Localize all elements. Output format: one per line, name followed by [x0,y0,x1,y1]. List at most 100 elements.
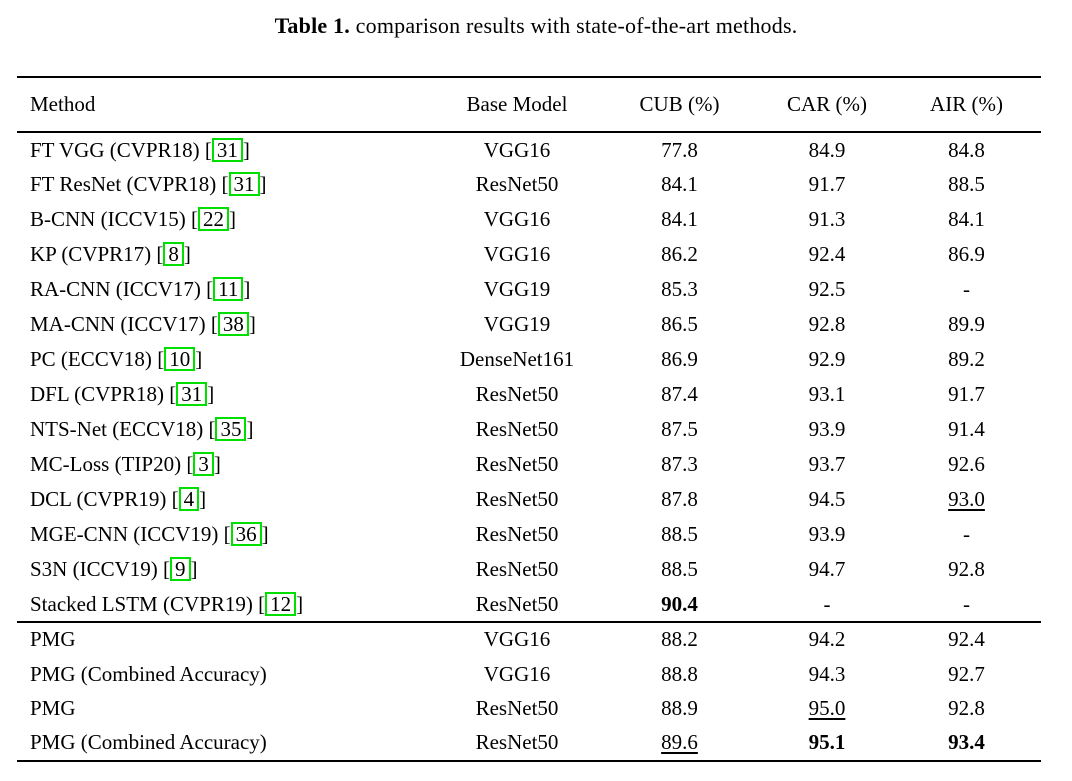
method-cell: S3N (ICCV19) [9] [30,557,198,581]
base-cell: ResNet50 [475,382,559,406]
header-car: CAR (%) [762,77,892,133]
header-row: Method Base Model CUB (%) CAR (%) AIR (%… [17,77,1041,133]
cub-cell: 77.8 [661,137,698,162]
car-cell: 92.4 [808,242,846,266]
air-cell: 92.7 [948,661,985,686]
base-cell: VGG16 [483,137,551,162]
cub-cell: 88.9 [661,696,698,721]
car-cell: 94.3 [808,661,846,686]
header-base-model: Base Model [437,77,597,133]
cub-cell: 88.8 [661,661,698,686]
method-cell: NTS-Net (ECCV18) [35] [30,417,254,441]
air-cell: 88.5 [948,172,985,196]
citation-link[interactable]: 10 [164,347,196,371]
air-cell: - [963,591,970,616]
car-cell: 84.9 [808,137,846,162]
table-row: S3N (ICCV19) [9] ResNet50 88.5 94.7 92.8 [17,552,1041,587]
method-cell: MGE-CNN (ICCV19) [36] [30,522,269,546]
table-caption: Table 1. comparison results with state-o… [0,13,1072,39]
base-cell: VGG16 [483,661,551,686]
header-cub: CUB (%) [597,77,762,133]
table-row: NTS-Net (ECCV18) [35] ResNet50 87.5 93.9 91.… [17,412,1041,447]
citation-link[interactable]: 38 [217,312,249,336]
base-cell: ResNet50 [475,172,559,196]
pmg-rows: PMG VGG16 88.2 94.2 92.4 PMG (Combined Accura… [17,621,1041,761]
method-cell: PMG (Combined Accuracy) [30,661,267,686]
method-cell: FT VGG (CVPR18) [31] [30,137,250,162]
citation-link[interactable]: 4 [178,487,200,511]
car-cell: 94.5 [808,487,846,511]
cub-cell: 84.1 [661,207,698,231]
air-cell: - [963,522,970,546]
cub-cell: 84.1 [661,172,698,196]
citation-link[interactable]: 31 [228,172,260,196]
cub-cell: 88.5 [661,522,698,546]
table-row: PMG VGG16 88.2 94.2 92.4 [17,621,1041,657]
table-row: RA-CNN (ICCV17) [11] VGG19 85.3 92.5 - [17,272,1041,307]
citation-link[interactable]: 35 [215,417,247,441]
method-cell: PC (ECCV18) [10] [30,347,203,371]
car-cell: 93.9 [808,522,846,546]
air-cell: 89.2 [948,347,985,371]
cub-cell: 90.4 [661,591,698,616]
car-cell: - [823,591,831,616]
cub-cell: 87.8 [661,487,698,511]
car-cell: 94.7 [808,557,846,581]
air-cell: 84.1 [948,207,985,231]
car-cell: 92.5 [808,277,846,301]
air-cell: 91.7 [948,382,985,406]
table-row: Stacked LSTM (CVPR19) [12] ResNet50 90.4 - - [17,587,1041,622]
car-cell: 93.9 [808,417,846,441]
base-cell: ResNet50 [475,591,559,616]
table-row: KP (CVPR17) [8] VGG16 86.2 92.4 86.9 [17,237,1041,272]
method-cell: MA-CNN (ICCV17) [38] [30,312,256,336]
citation-link[interactable]: 31 [176,382,208,406]
car-cell: 93.1 [808,382,846,406]
car-cell: 91.7 [808,172,846,196]
citation-link[interactable]: 22 [198,207,229,231]
base-cell: VGG19 [483,312,551,336]
citation-link[interactable]: 12 [265,591,297,616]
base-cell: ResNet50 [475,452,559,476]
header-method: Method [17,77,437,133]
base-cell: VGG19 [483,277,551,301]
base-cell: VGG16 [483,207,551,231]
cub-cell: 86.2 [661,242,698,266]
car-cell: 92.9 [808,347,846,371]
air-cell: 89.9 [948,312,985,336]
base-cell: ResNet50 [475,696,559,721]
comparison-table: Method Base Model CUB (%) CAR (%) AIR (%… [17,76,1041,762]
table-row: FT ResNet (CVPR18) [31] ResNet50 84.1 91.7 8… [17,167,1041,202]
base-cell: VGG16 [483,242,551,266]
base-cell: ResNet50 [475,522,559,546]
car-cell: 94.2 [762,621,892,657]
table-row: FT VGG (CVPR18) [31] VGG16 77.8 84.9 84.8 [17,132,1041,167]
method-cell: B-CNN (ICCV15) [22] [30,207,236,231]
method-cell: PMG [30,696,76,721]
citation-link[interactable]: 9 [170,557,191,581]
base-cell: ResNet50 [475,417,559,441]
air-cell: 86.9 [948,242,985,266]
method-cell: Stacked LSTM (CVPR19) [12] [30,591,304,616]
base-cell: VGG16 [437,621,597,657]
citation-link[interactable]: 3 [193,452,214,476]
table-row: DFL (CVPR18) [31] ResNet50 87.4 93.1 91.7 [17,377,1041,412]
cub-cell: 87.4 [661,382,698,406]
citation-link[interactable]: 31 [211,137,243,162]
base-cell: ResNet50 [475,487,559,511]
cub-cell: 88.2 [597,621,762,657]
method-cell: PMG [17,621,437,657]
citation-link[interactable]: 36 [230,522,262,546]
citation-link[interactable]: 11 [213,277,244,301]
method-cell: RA-CNN (ICCV17) [11] [30,277,251,301]
air-cell: 84.8 [948,137,985,162]
air-cell: 93.0 [948,487,985,511]
citation-link[interactable]: 8 [163,242,184,266]
method-cell: MC-Loss (TIP20) [3] [30,452,221,476]
base-cell: ResNet50 [475,730,559,755]
car-cell: 93.7 [808,452,846,476]
table-row: PMG (Combined Accuracy) ResNet50 89.6 95.1 9… [17,726,1041,761]
table-row: PC (ECCV18) [10] DenseNet161 86.9 92.9 89.2 [17,342,1041,377]
table-row: B-CNN (ICCV15) [22] VGG16 84.1 91.3 84.1 [17,202,1041,237]
table-row: MC-Loss (TIP20) [3] ResNet50 87.3 93.7 92.6 [17,447,1041,482]
